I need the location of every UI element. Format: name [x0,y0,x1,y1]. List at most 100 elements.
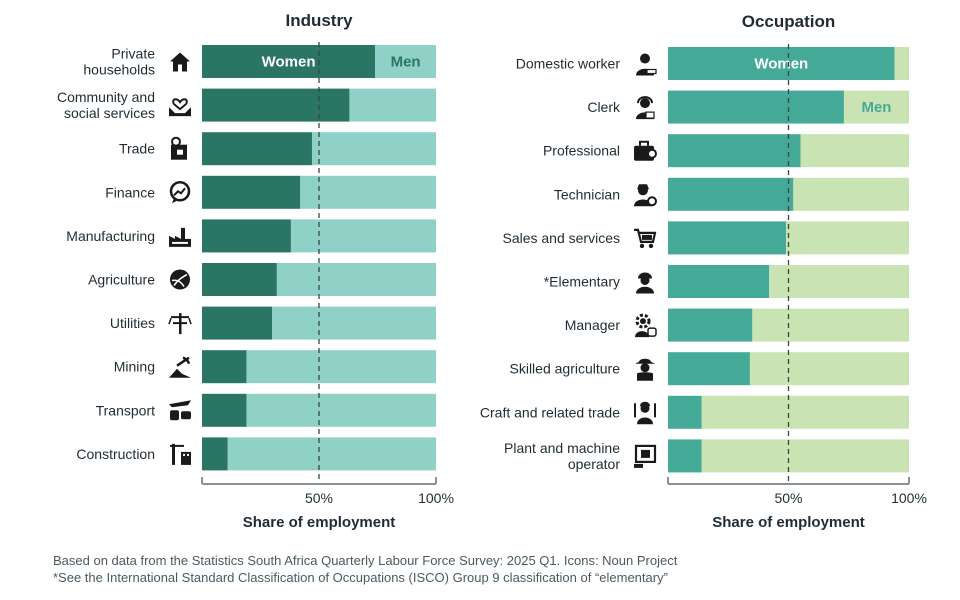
occupation-men-bar [701,395,909,429]
source-footnote: Based on data from the Statistics South … [53,553,678,568]
occupation-title: Occupation [742,12,836,31]
occupation-women-bar [668,90,844,124]
occupation-axis-title: Share of employment [712,514,865,531]
industry-category-label: Transport [96,402,156,418]
industry-category-label: Community and social services [57,89,155,121]
industry-women-bar [202,45,376,78]
occupation-row: Skilled agriculture [510,352,909,386]
occupation-women-bar [668,352,750,386]
industry-row: Construction [76,437,436,471]
occupation-category-label: Craft and related trade [480,404,620,420]
industry-men-bar [311,132,436,166]
industry-category-label: Construction [76,446,155,462]
occupation-category-label: Clerk [587,99,621,115]
occupation-women-bar [668,47,895,80]
occupation-tick-label: 50% [774,490,802,506]
industry-row: Community and social services [57,88,436,122]
hard-hat-worker-icon [636,272,654,294]
industry-tick-label: 50% [305,490,333,506]
occupation-x-axis: 50% 100% [667,477,927,506]
industry-tick-label: 100% [418,490,454,506]
occupation-women-bar [668,177,794,211]
industry-row: Transport [96,393,436,427]
briefcase-icon [634,140,657,161]
occupation-men-bar [843,90,909,124]
manager-gear-icon [635,313,657,338]
industry-row: Trade [119,132,436,166]
occupation-women-bar [668,134,801,168]
occupation-category-label: Technician [554,186,620,202]
occupation-category-label: Domestic worker [516,56,621,72]
occupation-category-label: Sales and services [502,230,620,246]
occupation-women-bar [668,265,770,298]
occupation-category-label: *Elementary [544,274,620,290]
occupation-row: Professional [543,134,909,168]
factory-icon [169,227,191,247]
occupation-row: Sales and services [502,221,909,255]
occupation-tick-label: 100% [891,490,927,506]
machine-operator-icon [634,444,657,468]
occupation-men-series-label: Men [861,99,891,116]
occupation-men-bar [769,265,909,298]
industry-category-label: Trade [119,141,155,157]
mining-pick-icon [169,356,191,378]
shopping-cart-icon [634,228,657,249]
globe-agriculture-icon [170,269,190,290]
industry-women-bar [202,175,301,209]
industry-women-bar [202,393,247,427]
industry-category-label: Agriculture [88,272,155,288]
industry-men-bar [227,437,436,471]
industry-men-bar [300,175,436,209]
industry-men-bar [276,263,436,296]
industry-category-label: Mining [114,359,155,375]
industry-x-axis: 50% 100% [201,477,454,506]
industry-women-bar [202,350,247,384]
occupation-category-label: Manager [565,317,621,333]
chart-canvas: Industry Private households Community and so… [57,11,927,531]
hands-heart-icon [169,98,191,117]
industry-women-bar [202,263,277,296]
industry-men-bar [349,88,436,122]
construction-crane-icon [170,443,191,465]
transport-icon [169,400,191,421]
industry-row: Agriculture [88,263,436,296]
occupation-row: Plant and machine operator [504,439,909,473]
industry-row: Utilities [110,306,436,340]
industry-women-bar [202,219,291,253]
industry-category-label: Utilities [110,315,155,331]
industry-women-series-label: Women [262,54,316,71]
occupation-panel: Occupation Domestic worker Clerk Profession… [480,12,927,531]
industry-row: Finance [105,175,436,209]
occupation-men-bar [793,177,909,211]
industry-category-label: Manufacturing [66,228,155,244]
occupation-men-bar [894,47,909,80]
occupation-men-bar [749,352,909,386]
industry-row: Manufacturing [66,219,436,253]
craft-worker-icon [634,401,656,425]
industry-women-bar [202,306,273,340]
industry-category-label: Finance [105,184,155,200]
industry-men-bar [290,219,436,253]
occupation-row: Clerk [587,90,909,124]
clerk-headset-icon [636,96,655,120]
industry-men-bar [375,45,436,78]
isco-footnote: *See the International Standard Classifi… [53,570,668,585]
shop-trade-icon [171,136,187,160]
occupation-women-series-label: Women [754,56,808,73]
occupation-row: Manager [565,308,909,342]
occupation-men-bar [752,308,909,342]
occupation-category-label: Skilled agriculture [510,361,621,377]
finance-chat-icon [169,181,191,204]
industry-panel: Industry Private households Community and so… [57,11,454,531]
industry-men-bar [246,350,436,384]
utility-pole-icon [168,313,192,335]
industry-women-bar [202,437,228,471]
occupation-men-bar [800,134,909,168]
occupation-women-bar [668,439,702,473]
occupation-category-label: Plant and machine operator [504,440,620,472]
occupation-row: Domestic worker [516,47,909,80]
occupation-men-bar [701,439,909,473]
occupation-row: Technician [554,177,909,211]
farmer-hat-icon [635,358,655,381]
industry-men-series-label: Men [391,54,421,71]
